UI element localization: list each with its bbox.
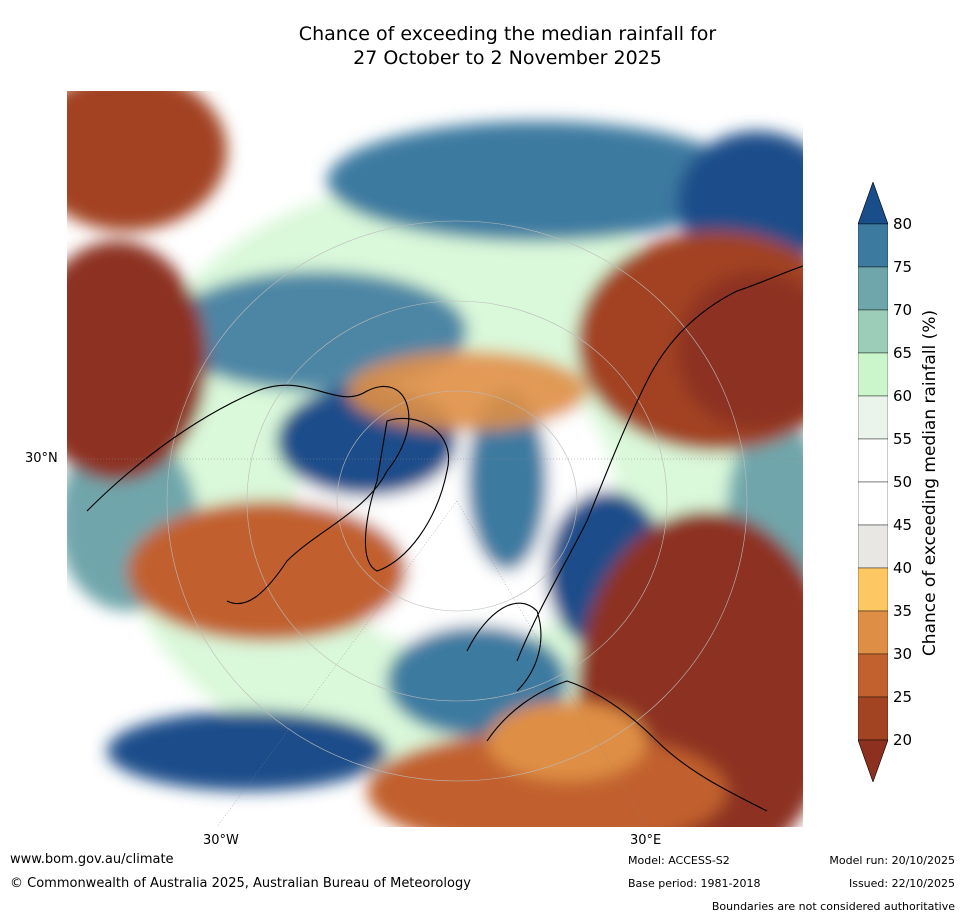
colorbar-band [858,696,888,741]
footer-copyright: © Commonwealth of Australia 2025, Austra… [10,876,471,891]
colorbar-band [858,524,888,569]
coastline-greenland [364,417,450,572]
wet-region-tropical-pacific [107,711,387,791]
colorbar-title: Chance of exceeding median rainfall (%) [920,309,940,657]
colorbar-tick-label: 75 [893,258,913,276]
footer-url[interactable]: www.bom.gov.au/climate [10,852,174,867]
coastline-eurasia [516,265,803,662]
footer-disclaimer: Boundaries are not considered authoritat… [711,900,955,913]
dry-region-north-america [127,501,407,641]
colorbar-band [858,223,888,268]
title-line-1: Chance of exceeding the median rainfall … [298,23,717,45]
dry-region-mediterranean [487,701,647,781]
footer-base-period: Base period: 1981-2018 [628,877,761,890]
wet-region-north-pacific [327,121,747,241]
colorbar-band [858,610,888,655]
colorbar-tick-label: 45 [893,516,913,534]
colorbar-band [858,481,888,526]
colorbar-tick-label: 70 [893,301,913,319]
colorbar-tick-label: 60 [893,387,913,405]
colorbar-tick-label: 40 [893,559,913,577]
title-line-2: 27 October to 2 November 2025 [353,47,662,69]
colorbar-extend-min [858,739,888,782]
contour-ring [336,390,578,612]
contour-ring [166,220,748,782]
longitude-label-30e: 30°E [630,833,662,848]
colorbar-tick-label: 20 [893,731,913,749]
colorbar-tick-label: 80 [893,215,913,233]
dry-region-northwest-corner [67,91,227,231]
colorbar-band [858,352,888,397]
coastline-scandinavia [466,602,542,692]
colorbar-band [858,266,888,311]
footer-model: Model: ACCESS-S2 [628,854,730,867]
colorbar-tick-label: 25 [893,688,913,706]
colorbar-band [858,395,888,440]
colorbar-tick-label: 35 [893,602,913,620]
coastline-north-america [86,384,410,605]
footer-issued: Issued: 22/10/2025 [848,877,955,890]
colorbar-tick-label: 55 [893,430,913,448]
map-title: Chance of exceeding the median rainfall … [0,22,965,70]
colorbar-band [858,309,888,354]
colorbar-extend-max [858,182,888,225]
longitude-label-30w: 30°W [203,833,239,848]
colorbar-tick-label: 65 [893,344,913,362]
colorbar-tick-label: 30 [893,645,913,663]
dry-region-east-asia-core [677,271,803,431]
colorbar-tick-label: 50 [893,473,913,491]
latitude-label-30n: 30°N [25,451,58,466]
coastline-europe [486,680,768,812]
colorbar-band [858,653,888,698]
dry-region-north-pacific-west [67,241,207,481]
footer-model-run: Model run: 20/10/2025 [829,854,955,867]
colorbar-band [858,567,888,612]
contour-ring [246,300,668,702]
colorbar-band [858,438,888,483]
colorbar [858,182,888,782]
wet-region-greenland-sea [467,391,547,571]
rainfall-map [67,91,803,827]
dry-region-arctic-ocean [347,351,587,431]
